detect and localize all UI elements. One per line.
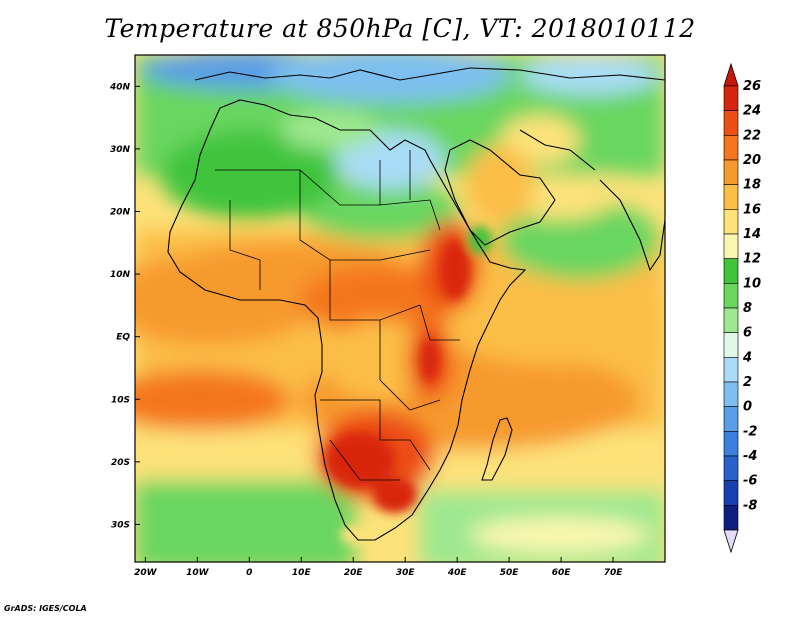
lat-tick-label: 40N xyxy=(109,82,131,92)
colorbar-over-arrow xyxy=(723,62,739,87)
colorbar-swatch xyxy=(723,85,739,111)
colorbar-swatch xyxy=(723,110,739,136)
colorbar-swatch xyxy=(723,184,739,210)
latitude-axis: 40N 30N 20N 10N EQ 10S 20S 30S xyxy=(109,82,140,530)
colorbar-swatch xyxy=(723,307,739,333)
colorbar-swatch xyxy=(723,159,739,185)
colorbar-label: -2 xyxy=(743,424,757,439)
colorbar-label: 10 xyxy=(743,276,761,291)
lon-tick-label: 70E xyxy=(604,568,624,578)
colorbar-swatch xyxy=(723,258,739,284)
colorbar-label: 8 xyxy=(743,301,752,316)
arabia-coastline xyxy=(444,139,556,246)
lon-tick-label: 20W xyxy=(134,568,158,578)
colorbar-swatch xyxy=(723,357,739,383)
colorbar-label: 20 xyxy=(743,153,761,168)
colorbar-swatch xyxy=(723,233,739,259)
colorbar-label: 4 xyxy=(742,350,752,365)
colorbar-label: 2 xyxy=(743,375,752,390)
europe-coastline xyxy=(194,67,665,81)
colorbar-swatch xyxy=(723,135,739,161)
colorbar-swatch xyxy=(723,332,739,358)
longitude-axis: 20W 10W 0 10E 20E 30E 40E 50E 60E 70E xyxy=(134,557,623,578)
colorbar-label: 14 xyxy=(743,227,761,242)
colorbar-under-arrow xyxy=(723,529,739,554)
temperature-field xyxy=(135,55,665,562)
colorbar-label: 6 xyxy=(743,326,752,341)
colorbar-label: -6 xyxy=(743,474,757,489)
colorbar-swatch xyxy=(723,209,739,235)
map-title: Temperature at 850hPa [C], VT: 201801011… xyxy=(104,14,696,43)
colorbar-swatch xyxy=(723,283,739,309)
lon-tick-label: 10E xyxy=(292,568,312,578)
lon-tick-label: 30E xyxy=(396,568,416,578)
madagascar-coastline xyxy=(481,417,513,481)
colorbar-swatch xyxy=(723,406,739,432)
lat-tick-label: 20S xyxy=(111,458,130,468)
persian-gulf-coastline xyxy=(519,129,596,171)
lon-tick-label: 60E xyxy=(552,568,572,578)
colorbar-label: 16 xyxy=(743,202,761,217)
lon-tick-label: 40E xyxy=(447,568,468,578)
country-borders xyxy=(215,150,460,481)
colorbar-swatch xyxy=(723,455,739,481)
colorbar-swatch xyxy=(723,505,739,531)
colorbar-label: 24 xyxy=(743,104,761,119)
colorbar-label: 12 xyxy=(743,252,761,267)
lon-tick-label: 50E xyxy=(500,568,520,578)
lat-tick-label: 20N xyxy=(110,207,131,217)
lon-tick-label: 20E xyxy=(344,568,364,578)
colorbar-label: 26 xyxy=(743,79,761,94)
colorbar-label: -8 xyxy=(743,498,757,513)
colorbar-label: 22 xyxy=(743,128,761,143)
india-coastline xyxy=(599,179,665,272)
lat-tick-label: 30S xyxy=(111,520,130,530)
grads-credit: GrADS: IGES/COLA xyxy=(4,604,87,613)
colorbar-swatch xyxy=(723,381,739,407)
plot-frame xyxy=(134,54,666,563)
lon-tick-label: 0 xyxy=(246,568,252,578)
colorbar-label: 18 xyxy=(743,178,761,193)
coastlines xyxy=(167,67,665,541)
colorbar-label: -4 xyxy=(743,449,757,464)
lat-tick-label: 10S xyxy=(111,395,130,405)
colorbar-swatch xyxy=(723,480,739,506)
lat-tick-label: 10N xyxy=(110,270,131,280)
lon-tick-label: 10W xyxy=(186,568,210,578)
africa-coastline xyxy=(167,99,527,541)
lat-tick-label: EQ xyxy=(116,333,130,343)
colorbar-label: 0 xyxy=(743,400,752,415)
colorbar-swatch xyxy=(723,431,739,457)
lat-tick-label: 30N xyxy=(110,145,131,155)
